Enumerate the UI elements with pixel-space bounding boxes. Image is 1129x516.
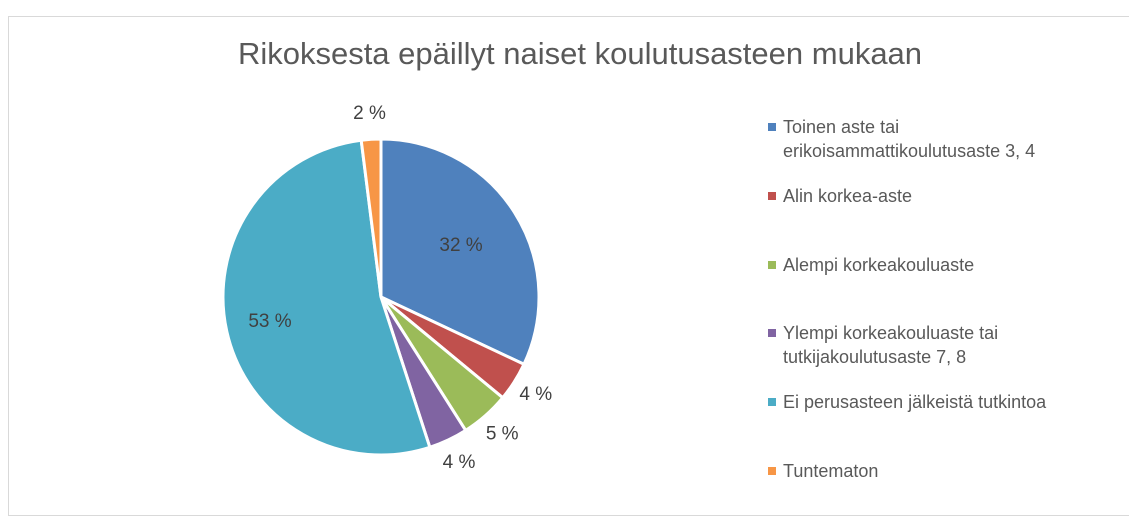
legend-swatch (768, 329, 776, 338)
legend-entry: Alempi korkeakouluaste (768, 253, 1095, 277)
data-label: 4 % (519, 384, 552, 405)
legend-entry: Tuntematon (768, 459, 1095, 483)
legend-swatch (768, 191, 776, 200)
legend-swatch (768, 398, 776, 407)
legend-label: Tuntematon (783, 461, 879, 481)
data-label: 53 % (248, 311, 291, 332)
legend-label: Alempi korkeakouluaste (783, 254, 975, 275)
pie-slice (221, 138, 432, 457)
legend-entry: Ei perusasteen jälkeistä tutkintoa (768, 390, 1095, 414)
legend-swatch (768, 123, 776, 131)
legend-swatch (768, 260, 776, 269)
data-label: 5 % (486, 423, 519, 444)
pie-slice (379, 137, 541, 367)
data-label: 2 % (353, 103, 386, 124)
chart: 32 %4 %5 %4 %53 %2 % (221, 103, 552, 473)
legend-label: Toinen aste tai erikoisammattikoulutusas… (783, 117, 1036, 161)
data-label: 4 % (443, 452, 476, 473)
legend-label: Alin korkea-aste (783, 185, 913, 206)
legend-swatch (768, 467, 776, 475)
legend-label: Ei perusasteen jälkeistä tutkintoa (783, 392, 1047, 413)
legend-entry: Toinen aste tai erikoisammattikoulutusas… (768, 115, 1095, 163)
page: Rikoksesta epäillyt naiset koulutusastee… (8, 16, 1129, 516)
legend-label: Ylempi korkeakouluaste tai tutkijakoulut… (783, 323, 999, 368)
legend-entry: Ylempi korkeakouluaste tai tutkijakoulut… (768, 321, 1095, 369)
pie-slice (359, 137, 383, 298)
chart-title: Rikoksesta epäillyt naiset koulutusastee… (237, 36, 923, 71)
legend-entry: Alin korkea-aste (768, 184, 1095, 208)
data-label: 32 % (439, 235, 482, 256)
